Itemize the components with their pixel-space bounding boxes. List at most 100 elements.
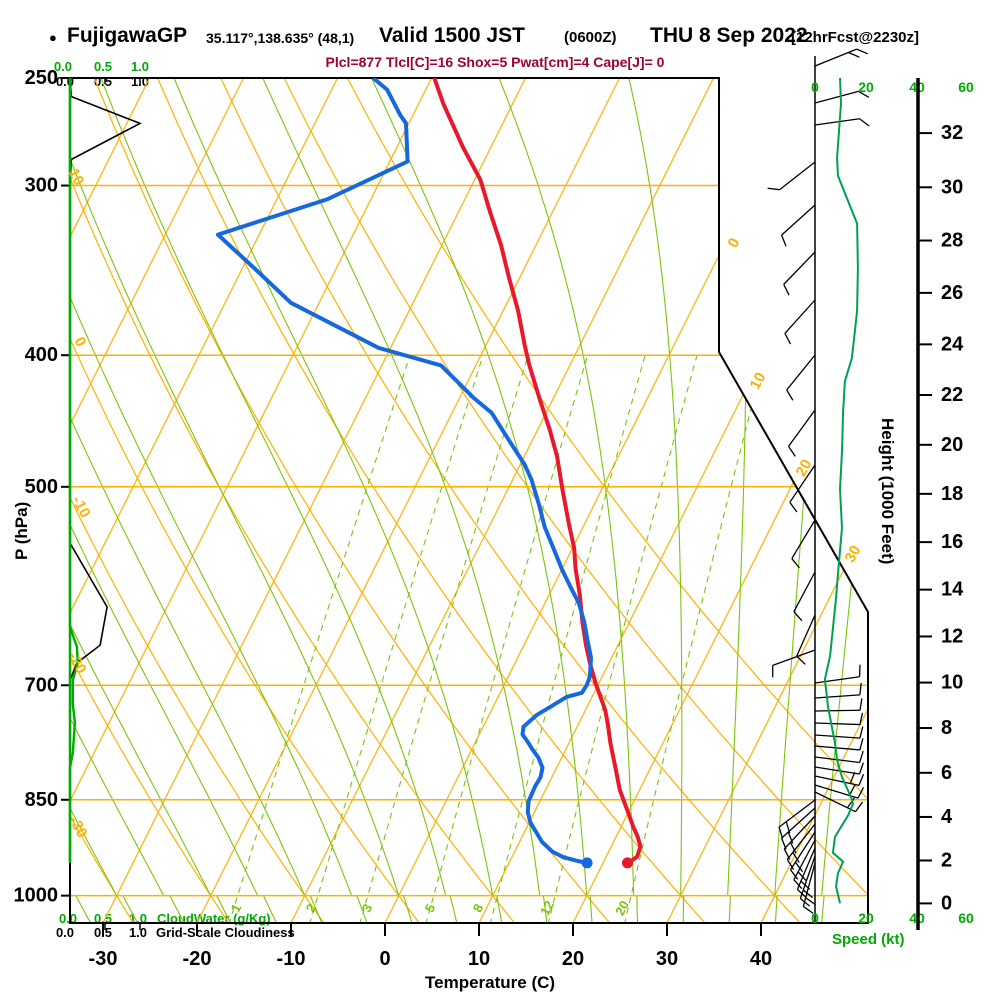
temperature-tick-label: -10 <box>277 948 306 970</box>
valid-time: Valid 1500 JST <box>379 24 525 47</box>
wind-barb <box>796 614 816 657</box>
wind-barb <box>814 722 860 726</box>
wind-barb <box>786 823 816 860</box>
wind-barb <box>778 799 816 828</box>
wind-barb <box>802 862 816 907</box>
height-tick-label: 6 <box>941 762 952 784</box>
speed-scale-bottom-label: 60 <box>958 910 974 926</box>
cloudwater-scale-top-0: 0.0 <box>53 59 73 74</box>
cloudiness-scale-bottom-1: 1.0 <box>128 925 148 940</box>
wind-barb <box>783 815 816 850</box>
pressure-tick-label: 400 <box>25 344 58 366</box>
mixing-ratio-label: 2 <box>303 901 320 914</box>
wind-barb <box>814 766 860 775</box>
temperature-curve <box>432 78 643 865</box>
cloudiness-scale-bottom-0: 0.0 <box>55 925 75 940</box>
wind-barb <box>814 709 861 712</box>
wind-barb <box>814 734 860 739</box>
surface-dewpoint-dot <box>581 857 593 869</box>
dry-adiabat-label: -20 <box>64 649 89 676</box>
speed-axis-title: Speed (kt) <box>832 931 905 948</box>
wind-barb <box>789 831 816 871</box>
pressure-tick-label: 300 <box>25 175 58 197</box>
wind-barb <box>814 118 860 126</box>
height-tick-label: 26 <box>941 282 963 304</box>
station-coords: 35.117°,138.635° (48,1) <box>206 30 355 46</box>
height-tick-label: 22 <box>941 384 963 406</box>
speed-scale-top-label: 60 <box>958 79 974 95</box>
height-tick-label: 28 <box>941 230 963 252</box>
height-tick-label: 18 <box>941 483 963 505</box>
height-tick-label: 2 <box>941 849 952 871</box>
temperature-tick-label: 0 <box>379 948 390 970</box>
surface-temperature-dot <box>621 857 633 869</box>
wind-barb <box>814 791 856 813</box>
temperature-tick-label: -30 <box>89 948 118 970</box>
speed-scale-top-label: 20 <box>858 79 874 95</box>
sounding-parameters: Plcl=877 Tlcl[C]=16 Shox=5 Pwat[cm]=4 Ca… <box>325 54 665 70</box>
wind-panel <box>767 48 870 923</box>
forecast-tag: [12hrFcst@2230z] <box>791 29 920 46</box>
wind-barb <box>781 807 816 839</box>
wind-barb <box>789 464 816 503</box>
cloud-water-line <box>68 78 79 863</box>
dry-adiabat-label: -10 <box>68 493 93 520</box>
height-axis <box>916 78 932 930</box>
mixing-ratio-label: 1 <box>228 901 245 914</box>
wind-barb <box>791 519 816 559</box>
temperature-axis-title: Temperature (C) <box>425 973 556 992</box>
mixing-ratio-label: 20 <box>612 898 632 918</box>
wind-barb <box>793 571 816 613</box>
isotherm-label: 10 <box>747 370 770 393</box>
pressure-tick-label: 700 <box>25 674 58 696</box>
dry-adiabat-label: 10 <box>65 166 88 189</box>
dewpoint-curve <box>215 78 593 865</box>
wind-speed-curve <box>823 77 859 904</box>
height-tick-label: 20 <box>941 434 963 456</box>
sounding-curves <box>215 78 643 869</box>
cloudiness-axis-label: Grid-Scale Cloudiness <box>156 925 295 940</box>
pressure-tick-label: 850 <box>25 789 58 811</box>
isotherm-label: 20 <box>793 457 816 480</box>
speed-scale-bottom-label: 20 <box>858 910 874 926</box>
height-tick-label: 16 <box>941 531 963 553</box>
height-tick-label: 10 <box>941 672 963 694</box>
wind-barb <box>814 676 860 684</box>
speed-scale-top-label: 0 <box>811 79 819 95</box>
wind-barb <box>814 775 860 786</box>
wind-barb <box>799 855 816 899</box>
wind-barb <box>793 839 816 881</box>
temperature-tick-label: 30 <box>656 948 678 970</box>
wind-barb <box>796 847 816 890</box>
wind-barb <box>781 204 816 236</box>
height-tick-label: 8 <box>941 717 952 739</box>
height-tick-label: 32 <box>941 122 963 144</box>
plot-frame <box>69 77 869 924</box>
height-tick-label: 12 <box>941 625 963 647</box>
height-tick-label: 0 <box>941 892 952 914</box>
mixing-ratio-label: 3 <box>359 901 376 914</box>
grid-scale-cloudiness-line <box>69 77 142 863</box>
pressure-tick-label: 250 <box>25 67 58 89</box>
mixing-ratio-label: 5 <box>422 901 439 914</box>
speed-scale-bottom-label: 0 <box>811 910 819 926</box>
wind-barb <box>814 745 860 751</box>
cloud-profiles <box>68 77 142 863</box>
pressure-tick-label: 1000 <box>14 885 59 907</box>
wind-barb <box>779 161 816 191</box>
mixing-ratio-label: 8 <box>470 901 487 914</box>
temperature-tick-label: 10 <box>468 948 490 970</box>
isotherm-label: 30 <box>842 543 865 566</box>
height-tick-label: 14 <box>941 579 964 601</box>
pressure-tick-label: 500 <box>25 476 58 498</box>
valid-date: THU 8 Sep 2022 <box>650 24 808 47</box>
wind-barb <box>784 299 816 334</box>
bullet-icon: ● <box>49 30 57 45</box>
valid-zulu: (0600Z) <box>564 29 617 46</box>
temperature-tick-label: 40 <box>750 948 772 970</box>
wind-barb <box>788 409 816 447</box>
cloudwater-scale-top-1: 1.0 <box>130 59 150 74</box>
isotherm-label: 0 <box>725 235 744 250</box>
height-tick-label: 4 <box>941 806 953 828</box>
